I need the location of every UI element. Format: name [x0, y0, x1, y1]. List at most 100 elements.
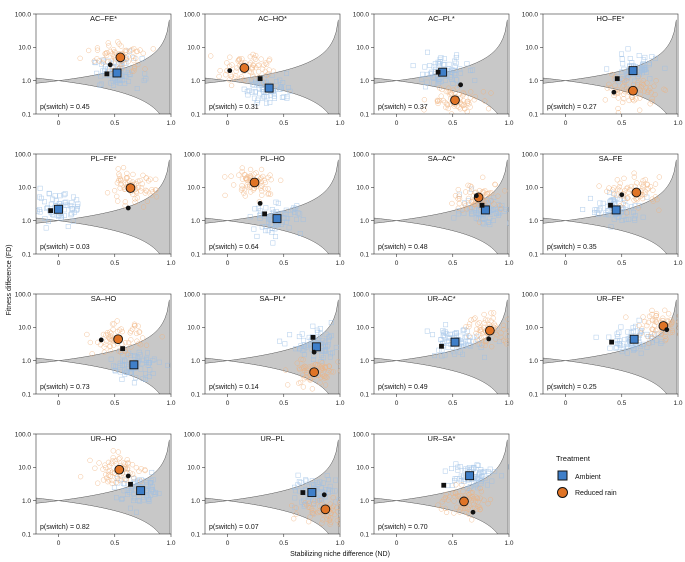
p-switch-label: p(switch) = 0.49 — [378, 384, 428, 391]
reduced-sample — [488, 318, 494, 324]
ambient-mean-marker — [311, 342, 321, 352]
ambient-sample — [452, 351, 458, 357]
reduced-point-marker — [611, 89, 617, 95]
reduced-sample — [474, 495, 480, 502]
x-tick-label: 1.0 — [673, 120, 682, 127]
panel-4: 0.1 1.0 10.0 100.0 0 0.5 1.0 HO–FE* p(switch) = … — [522, 11, 683, 127]
reduced-sample — [450, 87, 457, 93]
reduced-sample — [133, 190, 140, 196]
ambient-sample — [464, 486, 470, 492]
ambient-sample — [292, 504, 298, 510]
reduced-sample — [467, 95, 473, 101]
reduced-sample — [143, 187, 149, 194]
ambient-sample — [486, 470, 492, 476]
ambient-sample — [653, 338, 659, 344]
y-tick-label: 10.0 — [187, 185, 200, 192]
ambient-sample — [292, 484, 297, 490]
reduced-sample — [454, 85, 460, 91]
panels-group: 0.1 1.0 10.0 100.0 0 0.5 1.0 AC–FE* p(switch) = … — [15, 11, 683, 547]
p-switch-label: p(switch) = 0.48 — [378, 244, 428, 251]
reduced-sample — [132, 196, 138, 202]
reduced-sample — [124, 457, 130, 463]
reduced-sample — [307, 514, 313, 520]
reduced-sample — [469, 493, 475, 500]
reduced-sample — [303, 374, 309, 380]
reduced-sample — [322, 382, 329, 388]
ambient-mean-marker — [611, 205, 621, 215]
panel-title: AC–PL* — [428, 14, 455, 23]
y-tick-label: 0.1 — [191, 251, 200, 258]
reduced-sample — [484, 191, 490, 197]
reduced-sample — [300, 384, 307, 390]
ambient-point-marker — [609, 339, 615, 345]
ambient-sample — [468, 343, 474, 349]
x-tick-label: 0 — [226, 400, 230, 407]
ambient-sample — [71, 194, 76, 200]
ambient-sample — [144, 479, 150, 485]
panel-title: UR–FE* — [597, 294, 625, 303]
reduced-sample — [460, 89, 466, 96]
reduced-sample — [631, 170, 637, 176]
reduced-sample — [300, 364, 306, 370]
reduced-sample — [95, 339, 101, 346]
ambient-sample — [464, 61, 470, 67]
panel-7: 0.1 1.0 10.0 100.0 0 0.5 1.0 SA–AC* p(switch) = … — [353, 151, 514, 267]
ambient-sample — [128, 353, 133, 359]
reduced-sample — [339, 516, 340, 520]
ambient-sample — [251, 82, 257, 88]
panel-title: PL–FE* — [91, 154, 117, 163]
reduced-sample — [149, 186, 155, 193]
p-switch-label: p(switch) = 0.64 — [209, 244, 259, 251]
reduced-sample — [651, 332, 658, 338]
ambient-sample — [631, 209, 636, 215]
ambient-sample — [430, 332, 435, 338]
x-tick-label: 0.5 — [110, 540, 119, 547]
ambient-sample — [94, 70, 100, 76]
ambient-sample — [658, 341, 664, 346]
reduced-sample — [123, 175, 130, 181]
reduced-sample — [104, 190, 111, 196]
ambient-sample — [145, 362, 151, 368]
reduced-sample — [128, 328, 134, 334]
ambient-sample — [467, 68, 473, 74]
panel-frame — [373, 293, 510, 395]
panel-title: AC–HO* — [258, 14, 287, 23]
reduced-sample — [602, 97, 608, 103]
ambient-sample — [617, 197, 623, 203]
reduced-sample — [344, 506, 349, 511]
ambient-sample — [640, 67, 646, 73]
reduced-sample — [481, 311, 487, 318]
ambient-sample — [139, 56, 145, 62]
y-tick-label: 10.0 — [187, 45, 200, 52]
ambient-sample — [463, 341, 469, 347]
ambient-sample — [74, 204, 80, 210]
y-tick-label: 1.0 — [22, 358, 31, 365]
ambient-sample — [156, 491, 162, 496]
reduced-sample — [615, 110, 622, 114]
ambient-sample — [286, 85, 291, 91]
x-tick-label: 1.0 — [335, 540, 344, 547]
reduced-sample — [247, 54, 253, 60]
reduced-sample — [446, 494, 453, 500]
reduced-sample — [662, 333, 668, 340]
ambient-sample — [652, 331, 658, 337]
ambient-sample — [636, 317, 642, 323]
ambient-sample — [642, 54, 648, 60]
ambient-sample — [462, 468, 468, 474]
reduced-sample — [217, 67, 223, 74]
ambient-sample — [497, 210, 503, 216]
reduced-sample — [645, 185, 651, 192]
reduced-sample — [243, 175, 250, 181]
reduced-sample — [103, 464, 109, 471]
reduced-sample — [318, 497, 325, 503]
reduced-sample — [238, 74, 245, 80]
reduced-sample — [649, 196, 655, 202]
ambient-sample — [145, 350, 150, 356]
ambient-sample — [274, 79, 279, 85]
reduced-sample — [469, 489, 476, 496]
ambient-sample — [454, 77, 460, 83]
panel-frame — [542, 153, 679, 255]
reduced-sample — [634, 197, 640, 203]
ambient-sample — [452, 331, 458, 337]
reduced-sample — [456, 200, 462, 207]
